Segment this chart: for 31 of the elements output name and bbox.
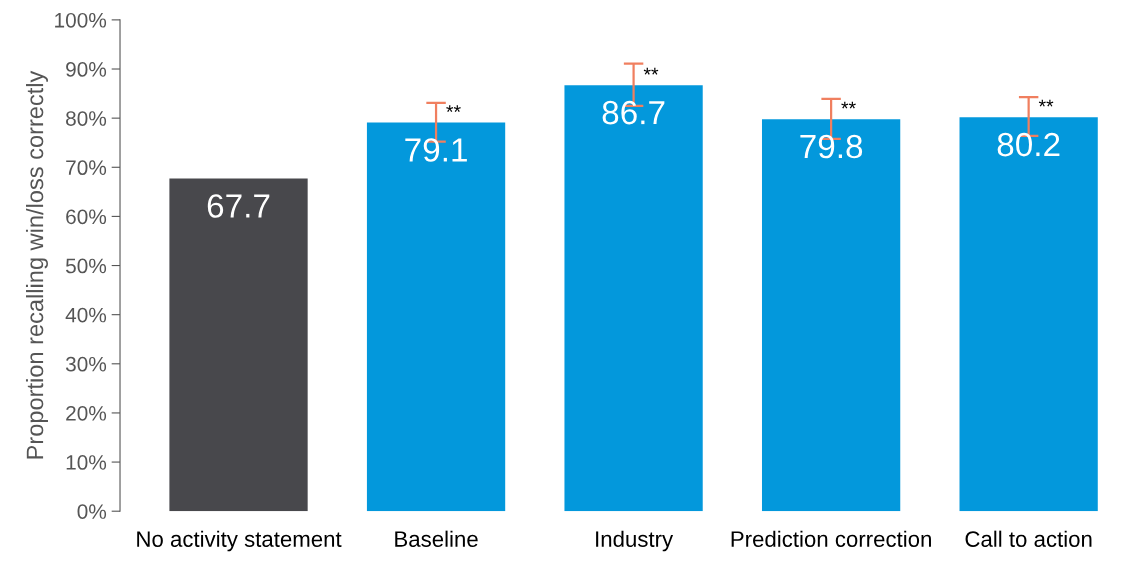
annotation: ** <box>446 105 461 112</box>
data-label: 80.2 <box>997 132 1060 157</box>
y-tick-label: 10% <box>66 455 107 470</box>
y-tick-label: 0% <box>77 504 107 519</box>
y-tick-label: 60% <box>66 209 107 225</box>
bar <box>564 85 703 512</box>
data-label: 79.8 <box>800 134 863 159</box>
y-tick-label: 30% <box>65 356 107 372</box>
bar <box>366 122 506 512</box>
y-axis-title: Proportion recalling win/loss correctly <box>25 70 48 459</box>
x-tick-label: Prediction correction <box>731 530 931 547</box>
data-label: 86.7 <box>602 100 665 125</box>
x-tick-label: Industry <box>596 530 674 552</box>
y-tick-label: 100% <box>55 12 107 28</box>
x-tick-label: Call to action <box>965 530 1092 547</box>
data-label: 79.1 <box>405 138 467 162</box>
y-tick-label: 50% <box>65 258 107 274</box>
annotation: ** <box>1038 99 1054 107</box>
y-tick-label: 20% <box>66 405 107 421</box>
bar <box>169 178 308 512</box>
bar <box>959 117 1098 512</box>
x-tick-label: No activity statement <box>137 530 342 552</box>
y-tick-label: 80% <box>66 111 107 126</box>
annotation: ** <box>841 101 856 109</box>
bar <box>761 119 901 512</box>
data-label: 67.7 <box>207 194 270 218</box>
annotation: ** <box>643 67 659 75</box>
y-tick-label: 70% <box>66 160 107 176</box>
y-tick-label: 40% <box>65 307 107 323</box>
y-tick-label: 90% <box>66 62 107 77</box>
x-tick-label: Baseline <box>395 530 478 547</box>
